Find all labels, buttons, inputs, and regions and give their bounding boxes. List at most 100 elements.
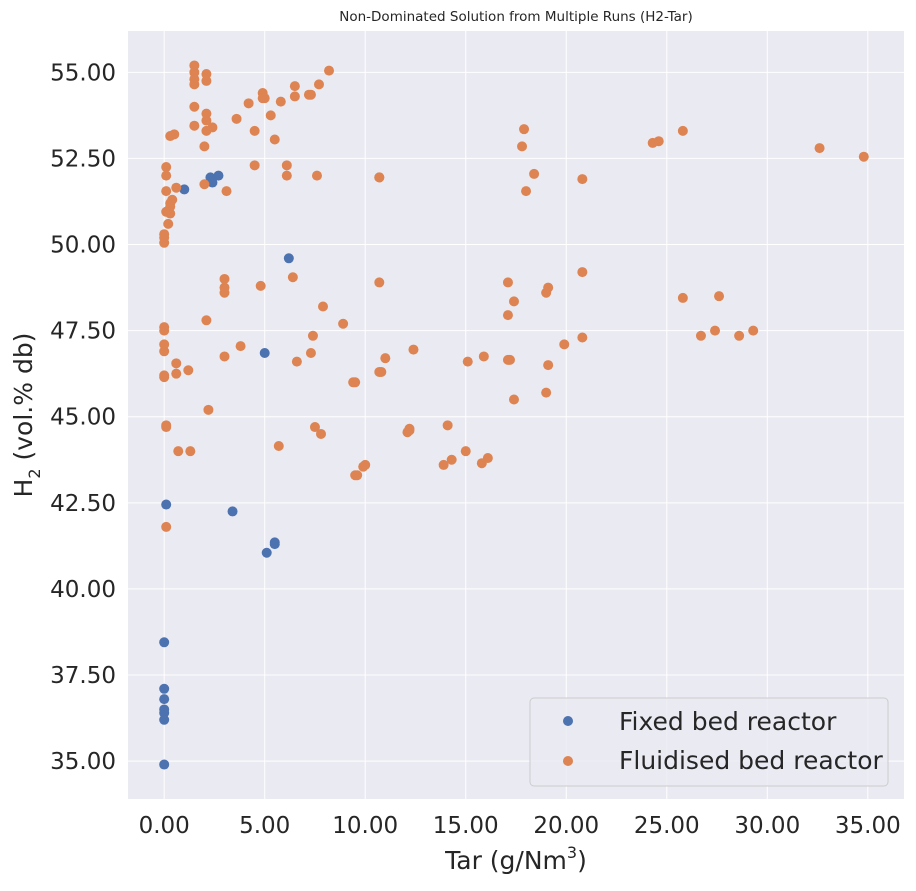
fluidised-bed-point [710,325,721,336]
fluidised-bed-point [281,160,292,171]
fluidised-bed-point [281,170,292,181]
fluidised-bed-point [201,115,212,126]
fluidised-bed-point [519,124,530,135]
fixed-bed-point [159,714,170,725]
fluidised-bed-point [171,368,182,379]
fluidised-bed-point [748,325,759,336]
fluidised-bed-point [305,89,316,100]
fixed-bed-point [159,683,170,694]
fluidised-bed-point [352,470,363,481]
fluidised-bed-point [255,280,266,291]
fluidised-bed-point [529,168,540,179]
fluidised-bed-point [165,131,176,142]
fluidised-bed-point [504,354,515,365]
fluidised-bed-point [318,301,329,312]
plot-area [128,31,904,799]
x-tick-labels: 0.00 5.00 10.00 15.00 20.00 25.00 30.00 35.00 [139,813,901,839]
x-tick-label: 5.00 [239,813,290,839]
fluidised-bed-point [275,96,286,107]
fluidised-bed-point [161,170,172,181]
fluidised-bed-point [734,330,745,341]
fluidised-bed-point [482,453,493,464]
fluidised-bed-point [502,277,513,288]
fluidised-bed-point [508,296,519,307]
y-axis-label: H2 (vol.% db) [9,333,44,498]
fluidised-bed-point [163,218,174,229]
fluidised-bed-point [508,394,519,405]
fluidised-bed-point [374,366,385,377]
fluidised-bed-point [338,318,349,329]
fluidised-bed-point [165,208,176,219]
x-tick-label: 20.00 [533,813,599,839]
fluidised-bed-point [199,179,210,190]
data-points [159,60,869,770]
fluidised-bed-point [814,143,825,154]
fixed-bed-point [159,759,170,770]
fluidised-bed-point [309,422,320,433]
fluidised-bed-point [161,521,172,532]
fluidised-bed-point [350,377,361,388]
fluidised-bed-point [478,351,489,362]
y-tick-label: 52.50 [50,146,116,172]
fluidised-bed-point [221,186,232,197]
fixed-bed-point [161,499,172,510]
legend-box [529,697,889,787]
fluidised-bed-point [201,69,212,80]
fluidised-bed-point [173,446,184,457]
fluidised-bed-point [189,67,200,78]
fluidised-bed-point [313,79,324,90]
fluidised-bed-point [315,428,326,439]
fixed-bed-point [207,177,218,188]
fluidised-bed-point [289,81,300,92]
y-axis-label-main: H [9,479,38,498]
fluidised-bed-point [291,356,302,367]
fluidised-bed-point [287,272,298,283]
legend-marker-fixed-bed [563,716,573,726]
fixed-bed-point [261,547,272,558]
fluidised-bed-point [199,141,210,152]
fluidised-bed-point [265,110,276,121]
legend-label-fixed-bed: Fixed bed reactor [619,707,837,736]
y-tick-labels: 35.00 37.50 40.00 42.50 45.00 47.50 50.00 52.50… [50,60,116,775]
fluidised-bed-point [171,182,182,193]
fixed-bed-point [283,253,294,264]
fluidised-bed-point [543,282,554,293]
fluidised-bed-point [305,348,316,359]
fluidised-bed-point [442,420,453,431]
fluidised-bed-point [161,162,172,173]
fluidised-bed-point [543,360,554,371]
x-tick-label: 0.00 [139,813,190,839]
fluidised-bed-point [269,134,280,145]
fluidised-bed-series [159,60,869,532]
fixed-bed-point [213,170,224,181]
fluidised-bed-point [577,267,588,278]
x-tick-label: 15.00 [433,813,499,839]
y-axis-label-sub: 2 [25,468,44,478]
y-tick-label: 35.00 [50,749,116,775]
fluidised-bed-point [521,186,532,197]
fixed-bed-point [269,537,280,548]
fluidised-bed-point [159,372,170,383]
fluidised-bed-point [577,174,588,185]
fluidised-bed-point [189,120,200,131]
legend: Fixed bed reactor Fluidised bed reactor [529,697,889,787]
y-tick-label: 40.00 [50,577,116,603]
fluidised-bed-point [183,365,194,376]
grid-lines [128,31,904,799]
fluidised-bed-point [159,237,170,248]
fluidised-bed-point [249,160,260,171]
fluidised-bed-point [404,423,415,434]
fluidised-bed-point [159,339,170,350]
fluidised-bed-point [408,344,419,355]
fluidised-bed-point [161,186,172,197]
fixed-bed-point [159,637,170,648]
fluidised-bed-point [677,292,688,303]
fluidised-bed-point [311,170,322,181]
fluidised-bed-point [438,459,449,470]
fluidised-bed-point [380,353,391,364]
fluidised-bed-point [653,136,664,147]
x-tick-label: 10.00 [332,813,398,839]
fixed-bed-point [259,348,270,359]
fluidised-bed-point [235,341,246,352]
